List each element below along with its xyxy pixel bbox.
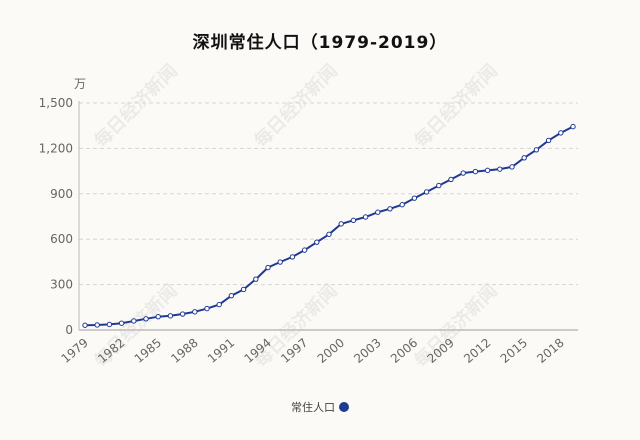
legend-marker <box>339 402 349 412</box>
data-point <box>472 168 479 175</box>
data-point <box>289 254 296 260</box>
chart-title: 深圳常住人口（1979-2019） <box>192 33 448 53</box>
data-point <box>448 176 454 183</box>
x-tick-label: 2018 <box>534 336 566 366</box>
data-point <box>240 286 247 293</box>
data-point <box>423 189 430 195</box>
y-tick-label: 1,200 <box>39 141 73 155</box>
data-point <box>155 313 161 320</box>
y-tick-label: 900 <box>50 187 73 201</box>
data-point <box>82 322 88 328</box>
data-point <box>253 276 259 282</box>
data-point <box>387 206 393 212</box>
x-tick-label: 2003 <box>351 336 383 366</box>
data-point <box>265 264 271 271</box>
watermark-text: 每日经济新闻 <box>410 60 502 152</box>
data-point <box>228 292 235 299</box>
y-tick-label: 0 <box>65 323 73 337</box>
data-point <box>460 170 466 176</box>
watermark-text: 每日经济新闻 <box>90 60 182 152</box>
data-point <box>338 221 344 227</box>
data-point <box>314 239 320 245</box>
x-tick-label: 2012 <box>461 336 493 366</box>
watermark-text: 每日经济新闻 <box>410 280 502 372</box>
data-point <box>484 167 491 174</box>
x-tick-label: 2000 <box>315 336 347 366</box>
data-point <box>436 182 442 189</box>
data-point <box>509 164 515 170</box>
data-point <box>411 195 418 201</box>
data-point <box>399 202 405 208</box>
data-point <box>179 311 186 317</box>
data-point <box>362 214 369 220</box>
y-tick-label: 1,500 <box>39 96 73 110</box>
data-point <box>131 318 137 324</box>
data-point <box>167 313 174 319</box>
data-point <box>570 123 576 130</box>
x-tick-label: 2015 <box>498 336 530 366</box>
data-point <box>143 316 149 322</box>
data-point <box>94 322 100 328</box>
data-point <box>497 166 503 172</box>
data-point <box>216 301 222 308</box>
x-tick-label: 1979 <box>59 336 91 366</box>
data-point <box>375 209 381 215</box>
y-tick-label: 600 <box>50 232 73 246</box>
y-tick-label: 300 <box>50 278 73 292</box>
data-point <box>118 320 125 326</box>
data-point <box>558 130 564 136</box>
data-point <box>277 259 283 265</box>
data-point <box>106 321 113 328</box>
legend-label: 常住人口 <box>291 401 335 414</box>
x-tick-label: 1988 <box>168 336 200 366</box>
data-point <box>326 231 332 237</box>
x-tick-label: 1991 <box>205 336 237 366</box>
data-point <box>192 309 198 315</box>
data-point <box>350 217 357 224</box>
watermark-text: 每日经济新闻 <box>250 60 342 152</box>
data-point <box>204 305 210 312</box>
legend: 常住人口 <box>0 399 640 415</box>
data-point <box>533 147 540 153</box>
data-point <box>301 247 308 253</box>
data-point <box>521 155 527 161</box>
y-axis-unit: 万 <box>74 77 86 91</box>
data-point <box>545 137 552 144</box>
